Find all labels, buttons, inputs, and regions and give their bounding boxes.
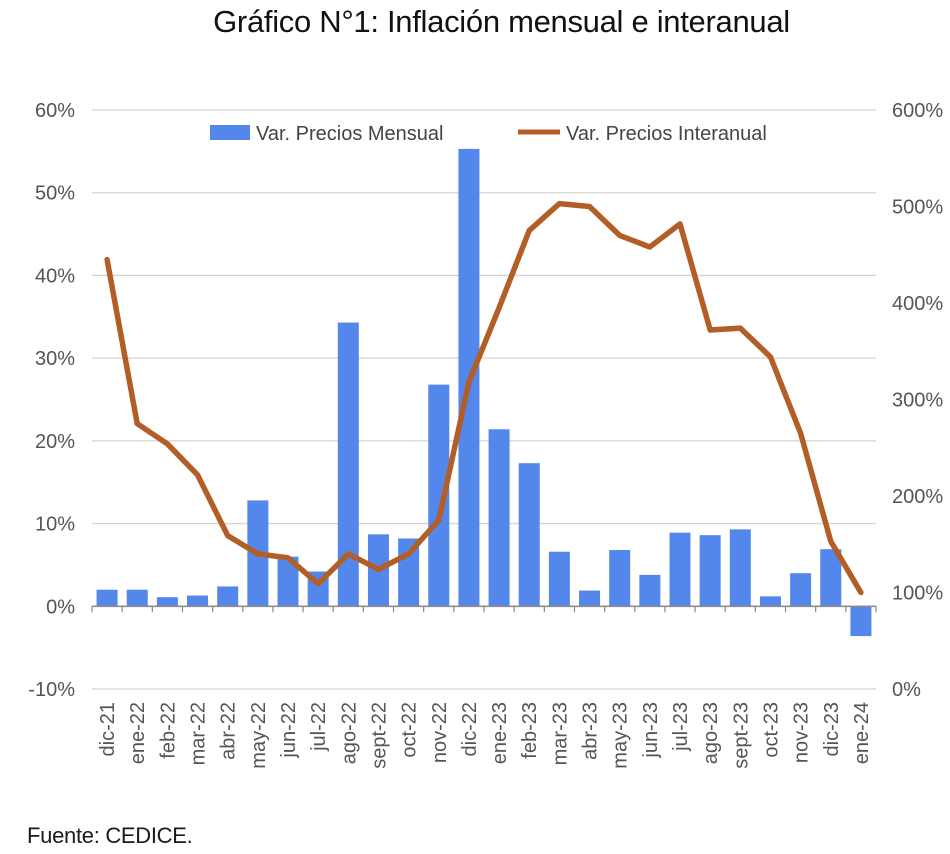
x-tick-label: jul-23 (670, 702, 692, 752)
bar (729, 529, 751, 607)
x-tick-label: ene-24 (851, 702, 873, 764)
bar (337, 322, 359, 607)
right-tick-label: 300% (892, 390, 943, 412)
bar (639, 574, 661, 607)
interanual-line (104, 200, 864, 596)
source-note: Fuente: CEDICE. (27, 823, 193, 848)
bar (759, 596, 781, 607)
x-tick-label: dic-23 (821, 702, 843, 756)
x-tick-label: may-22 (248, 702, 270, 769)
x-tick-label: mar-23 (549, 702, 571, 765)
x-tick-label: oct-23 (760, 702, 782, 758)
left-tick-label: -10% (28, 679, 75, 701)
x-tick-label: feb-23 (519, 702, 541, 759)
x-tick-label: dic-21 (97, 702, 119, 756)
bar (790, 573, 812, 607)
bar (669, 532, 691, 607)
x-axis-tick-labels: dic-21 ene-22 feb-22 mar-22 abr-22 may-22 jun-… (97, 702, 873, 769)
left-tick-label: 50% (35, 183, 75, 205)
bar (187, 595, 209, 607)
x-tick-label: sept-22 (368, 702, 390, 769)
bar (518, 463, 540, 607)
x-tick-label: ene-22 (127, 702, 149, 764)
right-tick-label: 100% (892, 583, 943, 605)
legend-bar-swatch (210, 125, 250, 140)
x-tick-label: nov-22 (429, 702, 451, 763)
line-series (104, 200, 864, 596)
bar-series (96, 148, 872, 637)
bar (156, 597, 178, 607)
gridlines (92, 109, 876, 690)
left-tick-label: 60% (35, 100, 75, 122)
x-tick-label: ago-22 (338, 702, 360, 764)
right-axis-tick-labels: 0% 100% 200% 300% 400% 500% 600% (892, 100, 943, 701)
x-tick-label: nov-23 (791, 702, 813, 763)
bar (96, 589, 118, 607)
legend-line-label: Var. Precios Interanual (566, 123, 767, 145)
x-tick-label: oct-22 (399, 702, 421, 758)
left-tick-label: 0% (46, 596, 75, 618)
x-tick-label: jun-22 (278, 702, 300, 759)
bar (488, 429, 510, 607)
legend: Var. Precios Mensual Var. Precios Intera… (210, 123, 767, 145)
x-tick-label: dic-22 (459, 702, 481, 756)
right-tick-label: 400% (892, 293, 943, 315)
x-tick-label: feb-22 (157, 702, 179, 759)
left-tick-label: 10% (35, 514, 75, 536)
right-tick-label: 500% (892, 197, 943, 219)
bar (428, 384, 450, 607)
left-tick-label: 40% (35, 265, 75, 287)
left-tick-label: 20% (35, 431, 75, 453)
zero-axis-line (91, 605, 877, 613)
bar (820, 549, 842, 607)
chart-title: Gráfico N°1: Inflación mensual e interan… (213, 4, 790, 39)
x-tick-label: abr-22 (218, 702, 240, 760)
left-axis-tick-labels: -10% 0% 10% 20% 30% 40% 50% 60% (28, 100, 75, 701)
right-tick-label: 200% (892, 486, 943, 508)
bar (850, 606, 872, 637)
x-tick-label: sept-23 (730, 702, 752, 769)
x-tick-label: abr-23 (580, 702, 602, 760)
bar (277, 556, 299, 607)
x-tick-label: ago-23 (700, 702, 722, 764)
x-tick-label: jul-22 (308, 702, 330, 752)
x-tick-label: ene-23 (489, 702, 511, 764)
bar (548, 551, 570, 607)
x-tick-label: may-23 (610, 702, 632, 769)
bar (699, 535, 721, 607)
bar (126, 589, 148, 607)
bar (217, 586, 239, 607)
legend-bar-label: Var. Precios Mensual (256, 123, 444, 145)
right-tick-label: 0% (892, 679, 921, 701)
bar (609, 550, 631, 607)
x-tick-label: mar-22 (188, 702, 210, 765)
left-tick-label: 30% (35, 348, 75, 370)
right-tick-label: 600% (892, 100, 943, 122)
x-tick-label: jun-23 (640, 702, 662, 759)
bar (579, 590, 601, 607)
